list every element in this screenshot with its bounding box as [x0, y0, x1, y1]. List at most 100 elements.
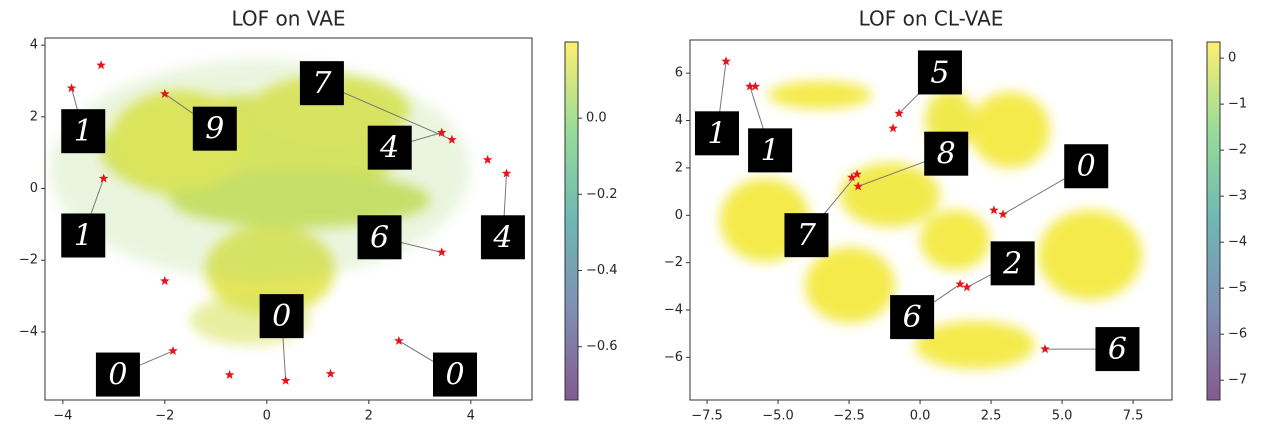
y-tick-label: −2	[19, 253, 38, 268]
outlier-star	[168, 345, 178, 355]
digit-thumbnail	[890, 295, 935, 340]
outlier-star	[750, 81, 761, 91]
x-tick-label: −2.5	[833, 409, 865, 424]
colorbar-tick-label: −0.6	[586, 339, 618, 354]
outlier-star	[160, 276, 170, 286]
digit-label: 0	[108, 358, 127, 393]
outlier-star	[852, 169, 862, 179]
y-tick-label: 0	[30, 181, 38, 196]
colorbar-tick-label: −5	[1228, 281, 1247, 296]
digit-label: 4	[492, 220, 512, 255]
digit-thumbnail	[1064, 144, 1109, 189]
digit-label: 1	[74, 114, 93, 149]
digit-thumbnail	[784, 213, 829, 258]
x-tick-label: 0.0	[910, 409, 931, 424]
colorbar-tick-label: 0	[1228, 51, 1236, 66]
digit-label: 2	[1002, 246, 1022, 281]
outlier-star	[437, 247, 447, 257]
plot-frame	[44, 37, 533, 401]
outlier-star	[745, 81, 755, 91]
digit-thumbnail	[259, 294, 304, 339]
colorbar-tick-label: −2	[1228, 143, 1247, 158]
digit-thumbnail	[694, 111, 739, 156]
digit-label: 0	[445, 358, 464, 393]
digit-thumbnail	[61, 213, 106, 258]
y-tick-label: 2	[675, 160, 683, 175]
colorbar-tick-label: −1	[1228, 97, 1247, 112]
outlier-star	[847, 172, 857, 182]
digit-thumbnail	[917, 50, 962, 95]
outlier-star	[962, 282, 972, 292]
outlier-star	[1040, 344, 1050, 354]
outlier-star	[447, 134, 457, 144]
digit-thumbnail	[357, 215, 402, 260]
digit-label: 1	[707, 116, 726, 151]
digit-label: 0	[1077, 149, 1096, 184]
digit-label: 6	[903, 300, 922, 335]
colorbar-tick-label: −4	[1228, 235, 1247, 250]
outlier-star	[325, 368, 336, 378]
colorbar-tick-label: 0.0	[586, 111, 607, 126]
colorbar-tick-label: −3	[1228, 189, 1247, 204]
digit-label: 9	[205, 112, 224, 147]
y-tick-label: 0	[675, 208, 683, 223]
colorbar	[564, 41, 579, 401]
point-cloud	[50, 60, 1142, 369]
outlier-star	[96, 60, 106, 70]
outlier-star	[437, 127, 447, 137]
digit-thumbnail	[990, 241, 1035, 286]
colorbar-tick-label: −7	[1228, 373, 1247, 388]
digit-thumbnail	[95, 352, 140, 397]
digit-thumbnail	[480, 215, 525, 260]
colorbar-tick-label: −0.2	[586, 187, 618, 202]
colorbar-tick-label: −6	[1228, 327, 1247, 342]
digit-label: 1	[74, 218, 93, 253]
x-tick-label: 0	[263, 409, 271, 424]
x-tick-label: −4	[53, 409, 72, 424]
y-tick-label: −4	[664, 303, 683, 318]
outlier-star	[888, 123, 898, 133]
x-tick-label: −2	[155, 409, 174, 424]
digit-thumbnail	[61, 109, 106, 154]
y-tick-label: 6	[675, 66, 683, 81]
chart-title: LOF on VAE	[231, 7, 345, 31]
plot-frame	[689, 39, 1173, 401]
outlier-star	[394, 335, 404, 345]
x-tick-label: 4	[467, 409, 475, 424]
outlier-star	[721, 56, 731, 66]
digit-label: 7	[312, 66, 332, 101]
digit-label: 8	[937, 137, 956, 172]
x-tick-label: −5.0	[762, 409, 794, 424]
digit-thumbnail	[432, 352, 477, 397]
x-tick-label: −7.5	[691, 409, 723, 424]
outlier-star	[482, 154, 493, 164]
digit-thumbnail	[299, 61, 344, 106]
digit-label: 6	[1108, 332, 1127, 367]
chart-title: LOF on CL-VAE	[859, 7, 1004, 31]
x-tick-label: 5.0	[1052, 409, 1073, 424]
outlier-star	[224, 369, 235, 379]
y-tick-label: 4	[675, 113, 683, 128]
digit-label: 6	[370, 220, 389, 255]
digit-label: 0	[272, 299, 291, 334]
outlier-star	[280, 375, 291, 385]
digit-thumbnail	[1095, 327, 1140, 372]
digit-thumbnail	[748, 128, 793, 173]
x-tick-label: 2	[365, 409, 373, 424]
outlier-star	[853, 181, 863, 191]
outlier-star	[98, 173, 109, 183]
outlier-star	[66, 83, 77, 93]
digit-thumbnail	[924, 131, 969, 176]
digit-label: 1	[761, 133, 780, 168]
y-tick-label: 2	[30, 109, 38, 124]
digit-thumbnail	[367, 125, 412, 170]
outlier-star	[955, 279, 965, 289]
colorbar	[1206, 41, 1221, 401]
y-tick-label: −6	[664, 350, 683, 365]
digit-label: 7	[797, 218, 817, 253]
outlier-star	[989, 205, 999, 215]
outlier-star	[998, 209, 1008, 219]
digit-thumbnail	[192, 106, 237, 151]
y-tick-label: −4	[19, 324, 38, 339]
